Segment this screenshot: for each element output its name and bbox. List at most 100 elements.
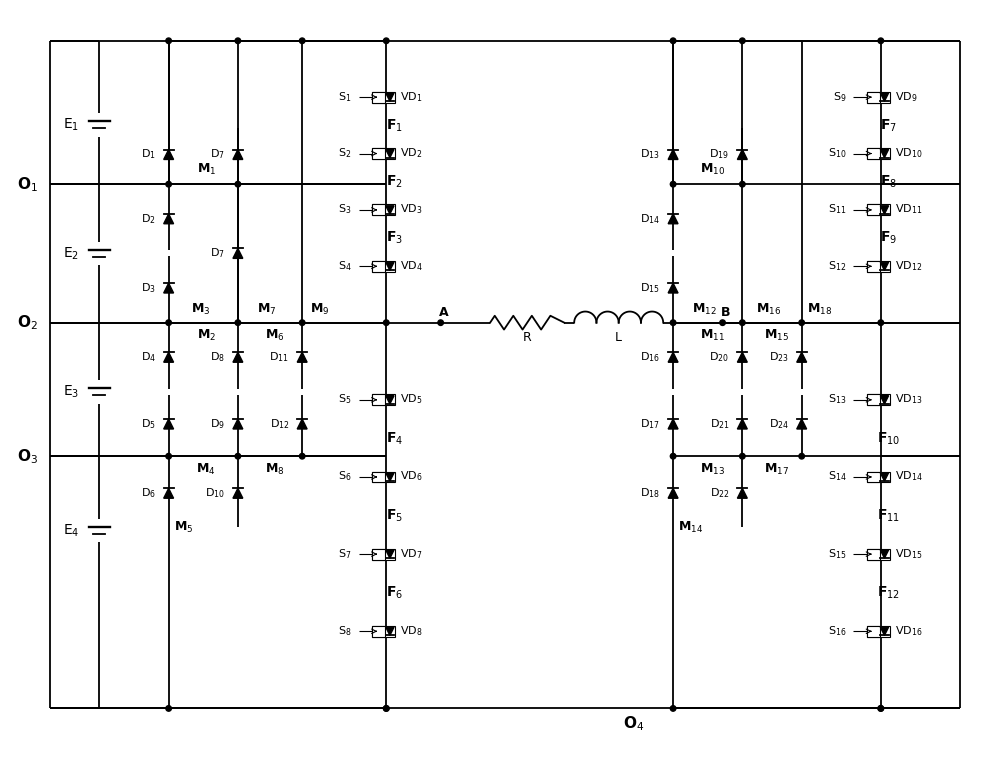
Polygon shape: [668, 352, 678, 362]
Polygon shape: [668, 150, 678, 160]
Bar: [372, 92, 395, 103]
Polygon shape: [668, 283, 678, 293]
Text: M$_8$: M$_8$: [265, 462, 285, 476]
Polygon shape: [668, 489, 678, 499]
Circle shape: [235, 182, 241, 187]
Text: VD$_{10}$: VD$_{10}$: [895, 146, 923, 160]
Text: VD$_{14}$: VD$_{14}$: [895, 469, 923, 483]
Circle shape: [383, 320, 389, 325]
Text: D$_1$: D$_1$: [141, 147, 156, 161]
Text: S$_{12}$: S$_{12}$: [828, 259, 846, 273]
Bar: [372, 261, 395, 272]
Polygon shape: [880, 93, 889, 101]
Text: D$_{18}$: D$_{18}$: [640, 486, 660, 500]
Polygon shape: [164, 489, 174, 499]
Polygon shape: [386, 262, 394, 271]
Text: D$_7$: D$_7$: [210, 147, 225, 161]
Text: VD$_1$: VD$_1$: [400, 90, 423, 104]
Polygon shape: [164, 214, 174, 224]
Text: M$_3$: M$_3$: [191, 302, 210, 318]
Text: VD$_9$: VD$_9$: [895, 90, 918, 104]
Text: F$_6$: F$_6$: [386, 584, 403, 601]
Bar: [372, 92, 385, 103]
Text: VD$_{13}$: VD$_{13}$: [895, 393, 923, 407]
Bar: [372, 148, 385, 159]
Polygon shape: [233, 419, 243, 429]
Text: F$_{11}$: F$_{11}$: [877, 507, 900, 524]
Text: S$_5$: S$_5$: [338, 393, 352, 407]
Bar: [372, 548, 395, 560]
Text: F$_1$: F$_1$: [386, 117, 403, 133]
Text: D$_{11}$: D$_{11}$: [269, 351, 289, 364]
Polygon shape: [880, 550, 889, 558]
Text: VD$_{16}$: VD$_{16}$: [895, 624, 923, 637]
Circle shape: [740, 182, 745, 187]
Bar: [867, 626, 890, 637]
Bar: [372, 548, 385, 560]
Text: D$_{19}$: D$_{19}$: [709, 147, 729, 161]
Text: VD$_6$: VD$_6$: [400, 469, 423, 483]
Text: S$_{14}$: S$_{14}$: [828, 469, 846, 483]
Bar: [867, 472, 880, 482]
Text: F$_4$: F$_4$: [386, 430, 403, 446]
Text: VD$_7$: VD$_7$: [400, 547, 423, 561]
Polygon shape: [164, 283, 174, 293]
Circle shape: [383, 706, 389, 711]
Text: F$_2$: F$_2$: [386, 173, 403, 190]
Circle shape: [670, 38, 676, 44]
Bar: [867, 261, 890, 272]
Text: F$_{10}$: F$_{10}$: [877, 430, 900, 446]
Bar: [867, 92, 880, 103]
Polygon shape: [386, 206, 394, 214]
Polygon shape: [386, 627, 394, 635]
Circle shape: [166, 320, 171, 325]
Text: O$_2$: O$_2$: [17, 313, 38, 332]
Text: M$_{15}$: M$_{15}$: [764, 328, 789, 343]
Circle shape: [670, 320, 676, 325]
Bar: [372, 472, 385, 482]
Text: D$_5$: D$_5$: [141, 417, 156, 431]
Circle shape: [299, 320, 305, 325]
Bar: [372, 394, 395, 405]
Text: A: A: [439, 306, 448, 319]
Bar: [867, 394, 880, 405]
Text: E$_1$: E$_1$: [63, 117, 80, 133]
Bar: [372, 205, 385, 216]
Polygon shape: [737, 352, 747, 362]
Polygon shape: [233, 352, 243, 362]
Text: VD$_{15}$: VD$_{15}$: [895, 547, 923, 561]
Text: M$_{10}$: M$_{10}$: [700, 162, 725, 177]
Circle shape: [799, 453, 804, 459]
Text: S$_{15}$: S$_{15}$: [828, 547, 846, 561]
Text: F$_9$: F$_9$: [880, 230, 897, 246]
Polygon shape: [880, 627, 889, 635]
Text: S$_6$: S$_6$: [338, 469, 352, 483]
Bar: [372, 261, 385, 272]
Polygon shape: [233, 489, 243, 499]
Text: O$_4$: O$_4$: [623, 714, 644, 732]
Circle shape: [740, 38, 745, 44]
Text: M$_{12}$: M$_{12}$: [692, 302, 717, 318]
Circle shape: [878, 706, 884, 711]
Text: R: R: [523, 331, 532, 344]
Bar: [867, 548, 880, 560]
Text: D$_8$: D$_8$: [210, 351, 225, 364]
Bar: [867, 148, 880, 159]
Text: VD$_8$: VD$_8$: [400, 624, 423, 637]
Circle shape: [740, 320, 745, 325]
Text: D$_{22}$: D$_{22}$: [710, 486, 729, 500]
Polygon shape: [164, 419, 174, 429]
Bar: [867, 205, 880, 216]
Circle shape: [878, 320, 884, 325]
Text: M$_9$: M$_9$: [310, 302, 330, 318]
Bar: [372, 472, 395, 482]
Text: S$_{13}$: S$_{13}$: [828, 393, 846, 407]
Circle shape: [740, 453, 745, 459]
Circle shape: [670, 706, 676, 711]
Text: M$_{11}$: M$_{11}$: [700, 328, 725, 343]
Text: S$_1$: S$_1$: [338, 90, 352, 104]
Text: M$_1$: M$_1$: [197, 162, 216, 177]
Polygon shape: [737, 150, 747, 160]
Polygon shape: [880, 472, 889, 481]
Text: F$_5$: F$_5$: [386, 507, 403, 524]
